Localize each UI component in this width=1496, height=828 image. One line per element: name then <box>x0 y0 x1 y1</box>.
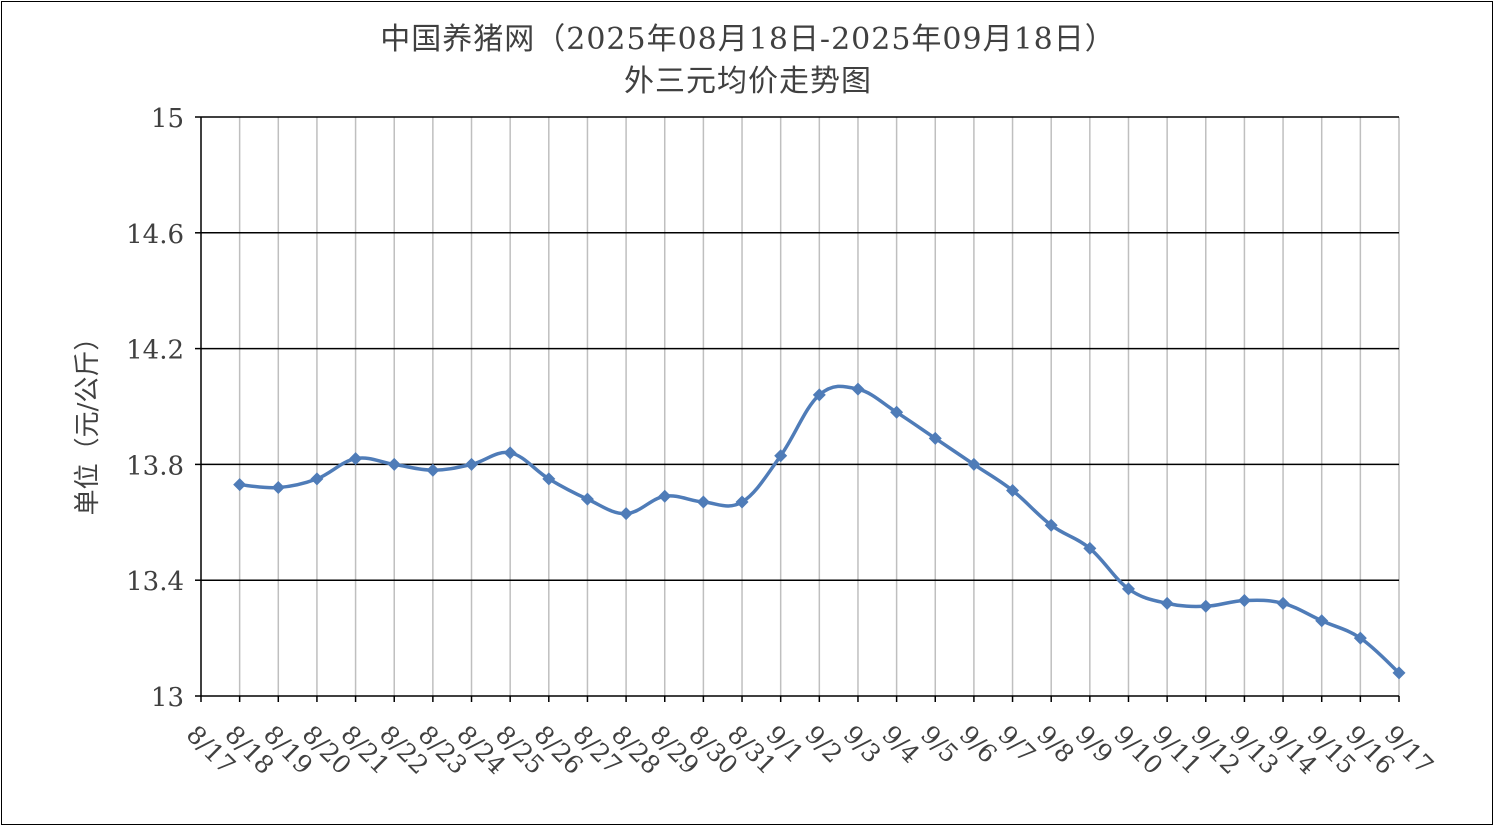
data-point-marker <box>1006 483 1020 497</box>
x-tick-label: 9/8 <box>1031 720 1080 769</box>
y-tick-label: 13 <box>151 683 184 713</box>
data-point-marker <box>465 457 479 471</box>
y-tick-label: 14.2 <box>126 336 184 366</box>
data-point-marker <box>1353 631 1367 645</box>
data-point-marker <box>890 405 904 419</box>
y-tick-label: 14.6 <box>126 220 184 250</box>
data-point-marker <box>233 478 247 492</box>
data-point-marker <box>1044 518 1058 532</box>
x-tick-label: 9/9 <box>1070 720 1119 769</box>
data-point-marker <box>696 495 710 509</box>
data-point-marker <box>658 489 672 503</box>
data-point-marker <box>349 452 363 466</box>
x-tick-label: 9/3 <box>838 720 887 769</box>
data-point-marker <box>580 492 594 506</box>
data-point-marker <box>1392 666 1406 680</box>
data-point-marker <box>1160 596 1174 610</box>
data-point-marker <box>387 457 401 471</box>
chart-title: 中国养猪网（2025年08月18日-2025年09月18日） <box>380 22 1116 57</box>
y-tick-label: 15 <box>151 104 184 134</box>
data-point-marker <box>774 449 788 463</box>
data-point-marker <box>812 388 826 402</box>
x-tick-label: 9/4 <box>876 720 925 769</box>
data-point-marker <box>619 507 633 521</box>
y-axis-label: 单位（元/公斤） <box>73 325 103 516</box>
data-point-marker <box>503 446 517 460</box>
y-tick-label: 13.4 <box>126 567 184 597</box>
chart-subtitle: 外三元均价走势图 <box>624 64 872 99</box>
data-point-marker <box>735 495 749 509</box>
data-point-marker <box>928 431 942 445</box>
data-point-marker <box>426 463 440 477</box>
data-point-marker <box>1121 582 1135 596</box>
data-point-marker <box>851 382 865 396</box>
data-point-marker <box>1083 541 1097 555</box>
data-point-marker <box>310 472 324 486</box>
data-point-marker <box>1276 596 1290 610</box>
data-point-marker <box>967 457 981 471</box>
data-point-marker <box>1199 599 1213 613</box>
x-tick-label: 9/2 <box>799 720 848 769</box>
data-point-marker <box>1237 593 1251 607</box>
data-point-marker <box>271 481 285 495</box>
data-point-marker <box>542 472 556 486</box>
x-tick-label: 9/5 <box>915 720 964 769</box>
x-tick-label: 9/7 <box>992 720 1041 769</box>
data-point-marker <box>1315 614 1329 628</box>
x-tick-label: 9/6 <box>954 720 1003 769</box>
y-tick-label: 13.8 <box>126 451 184 481</box>
